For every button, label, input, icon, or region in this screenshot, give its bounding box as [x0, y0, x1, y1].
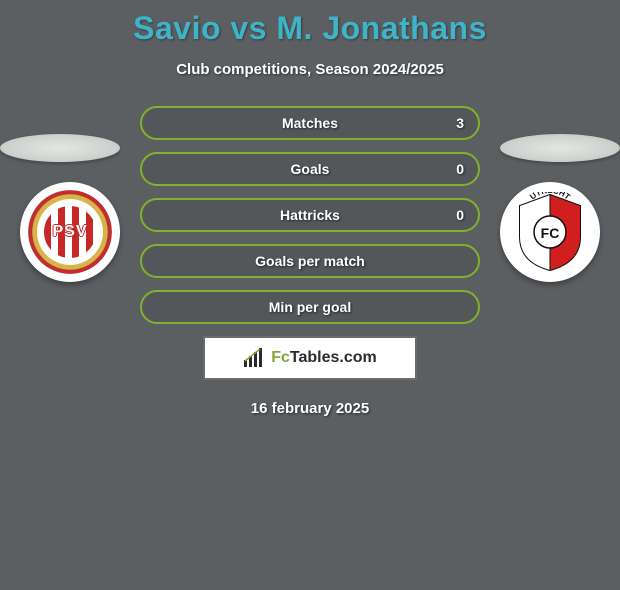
- utrecht-badge-text: FC: [541, 225, 560, 241]
- stat-row: Hattricks 0: [140, 198, 480, 232]
- stat-label: Goals: [291, 161, 330, 177]
- brand-suffix: Tables.com: [290, 349, 377, 366]
- stat-right-value: 0: [456, 207, 464, 223]
- club-badge-left: PSV: [20, 182, 120, 282]
- brand-box[interactable]: FcTables.com: [203, 336, 417, 380]
- stat-row: Goals 0: [140, 152, 480, 186]
- utrecht-badge: FC UTRECHT: [515, 192, 585, 272]
- utrecht-shield-icon: FC UTRECHT: [515, 192, 585, 272]
- psv-badge-stripes: PSV: [42, 204, 98, 260]
- page-title: Savio vs M. Jonathans: [0, 10, 620, 47]
- psv-badge-outer: PSV: [28, 190, 112, 274]
- stats-container: Matches 3 Goals 0 Hattricks 0 Goals per …: [140, 106, 480, 324]
- stat-row: Matches 3: [140, 106, 480, 140]
- player-platform-left: [0, 134, 120, 162]
- stat-label: Hattricks: [280, 207, 340, 223]
- stat-label: Goals per match: [255, 253, 365, 269]
- stat-label: Matches: [282, 115, 338, 131]
- stat-row: Goals per match: [140, 244, 480, 278]
- psv-badge-text: PSV: [52, 223, 87, 241]
- subtitle: Club competitions, Season 2024/2025: [0, 61, 620, 78]
- club-badge-right: FC UTRECHT: [500, 182, 600, 282]
- date-text: 16 february 2025: [0, 400, 620, 417]
- stat-label: Min per goal: [269, 299, 351, 315]
- stat-right-value: 3: [456, 115, 464, 131]
- player-platform-right: [500, 134, 620, 162]
- brand-text: FcTables.com: [271, 349, 377, 367]
- stat-row: Min per goal: [140, 290, 480, 324]
- brand-prefix: Fc: [271, 349, 290, 366]
- stat-right-value: 0: [456, 161, 464, 177]
- bars-icon: [243, 348, 265, 368]
